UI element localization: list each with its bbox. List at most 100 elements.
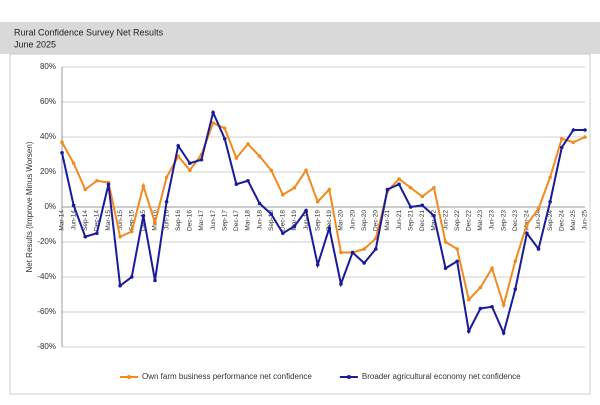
x-tick-label: Jun-20: [349, 210, 356, 230]
x-tick-label: Jun-16: [163, 210, 170, 230]
x-tick-label: Jun-22: [442, 210, 449, 230]
header-band: [0, 22, 600, 54]
data-point: [164, 199, 169, 204]
y-tick-label: -20%: [37, 237, 56, 246]
data-point: [246, 142, 250, 146]
x-tick-label: Jun-17: [210, 210, 217, 230]
data-point: [513, 287, 518, 292]
chart-subtitle: June 2025: [14, 39, 56, 49]
x-tick-label: Mar-17: [198, 210, 205, 231]
x-tick-label: Jun-18: [256, 210, 263, 230]
legend-marker: [346, 375, 351, 379]
x-tick-label: Dec-20: [373, 210, 380, 231]
data-point: [141, 213, 146, 218]
x-tick-label: Sep-19: [314, 210, 321, 231]
data-point: [408, 205, 413, 209]
x-tick-label: Mar-25: [570, 210, 577, 231]
x-tick-label: Dec-16: [187, 210, 194, 231]
legend-label: Own farm business performance net confid…: [142, 372, 312, 381]
data-point: [129, 229, 134, 234]
data-point: [374, 247, 378, 251]
data-point: [420, 203, 425, 208]
data-point: [339, 282, 343, 286]
data-point: [118, 283, 122, 288]
data-point: [60, 150, 64, 155]
data-point: [420, 194, 425, 199]
x-tick-label: Dec-23: [512, 210, 519, 231]
data-point: [153, 220, 157, 225]
data-point: [60, 140, 64, 145]
x-tick-label: Dec-21: [419, 210, 426, 231]
y-tick-label: -80%: [37, 342, 56, 351]
data-point: [281, 231, 285, 236]
x-tick-label: Sep-22: [454, 210, 461, 231]
x-tick-label: Jun-21: [396, 210, 403, 230]
data-point: [71, 161, 76, 166]
x-tick-label: Mar-24: [524, 210, 531, 231]
x-tick-label: Sep-18: [268, 210, 275, 231]
series-line: [61, 121, 586, 309]
data-point: [71, 203, 76, 208]
data-point: [246, 178, 250, 183]
data-point: [257, 154, 262, 159]
data-point: [304, 168, 308, 173]
data-point: [129, 275, 134, 279]
y-tick-label: 0%: [44, 202, 56, 211]
data-point: [95, 178, 99, 183]
data-point: [432, 185, 436, 190]
data-point: [269, 168, 274, 173]
x-tick-label: Sep-17: [221, 210, 228, 231]
data-point: [513, 259, 518, 264]
y-tick-label: 40%: [40, 132, 56, 141]
data-point: [315, 262, 320, 267]
data-point: [257, 201, 262, 206]
data-point: [490, 266, 494, 271]
data-point: [443, 266, 448, 271]
data-point: [583, 135, 587, 139]
x-tick-label: Sep-23: [500, 210, 507, 231]
data-point: [176, 154, 181, 159]
x-tick-label: Sep-24: [547, 210, 554, 231]
data-point: [83, 187, 88, 192]
y-tick-label: 80%: [40, 62, 56, 71]
x-tick-label: Jun-14: [70, 210, 77, 230]
data-point: [222, 136, 227, 141]
data-point: [385, 187, 390, 192]
data-point: [397, 182, 401, 187]
data-point: [281, 192, 285, 197]
x-tick-label: Dec-17: [233, 210, 240, 231]
chart-title: Rural Confidence Survey Net Results: [14, 27, 164, 37]
data-point: [222, 126, 227, 131]
data-point: [118, 234, 122, 239]
y-tick-label: 60%: [40, 97, 56, 106]
x-tick-label: Jun-15: [117, 210, 124, 230]
data-point: [188, 168, 192, 173]
x-tick-label: Dec-22: [465, 210, 472, 231]
data-point: [362, 247, 366, 251]
x-tick-label: Dec-14: [94, 210, 101, 231]
data-point: [408, 185, 413, 190]
data-point: [327, 226, 332, 230]
data-point: [536, 247, 541, 251]
data-point: [362, 261, 366, 265]
x-tick-label: Jun-24: [535, 210, 542, 230]
data-point: [432, 213, 436, 218]
x-tick-label: Jun-19: [303, 210, 310, 230]
data-point: [339, 250, 343, 255]
data-point: [234, 156, 239, 160]
data-point: [525, 231, 529, 236]
data-point: [292, 185, 297, 190]
data-point: [327, 187, 332, 192]
data-point: [443, 240, 448, 244]
x-tick-label: Jun-25: [582, 210, 589, 230]
x-tick-label: Sep-14: [82, 210, 89, 231]
data-point: [83, 234, 88, 239]
x-tick-label: Dec-18: [280, 210, 287, 231]
x-tick-label: Mar-14: [59, 210, 66, 231]
x-tick-label: Dec-19: [326, 210, 333, 231]
x-tick-label: Mar-21: [384, 210, 391, 231]
data-point: [455, 259, 459, 264]
data-point: [397, 177, 401, 181]
data-point: [525, 222, 529, 227]
